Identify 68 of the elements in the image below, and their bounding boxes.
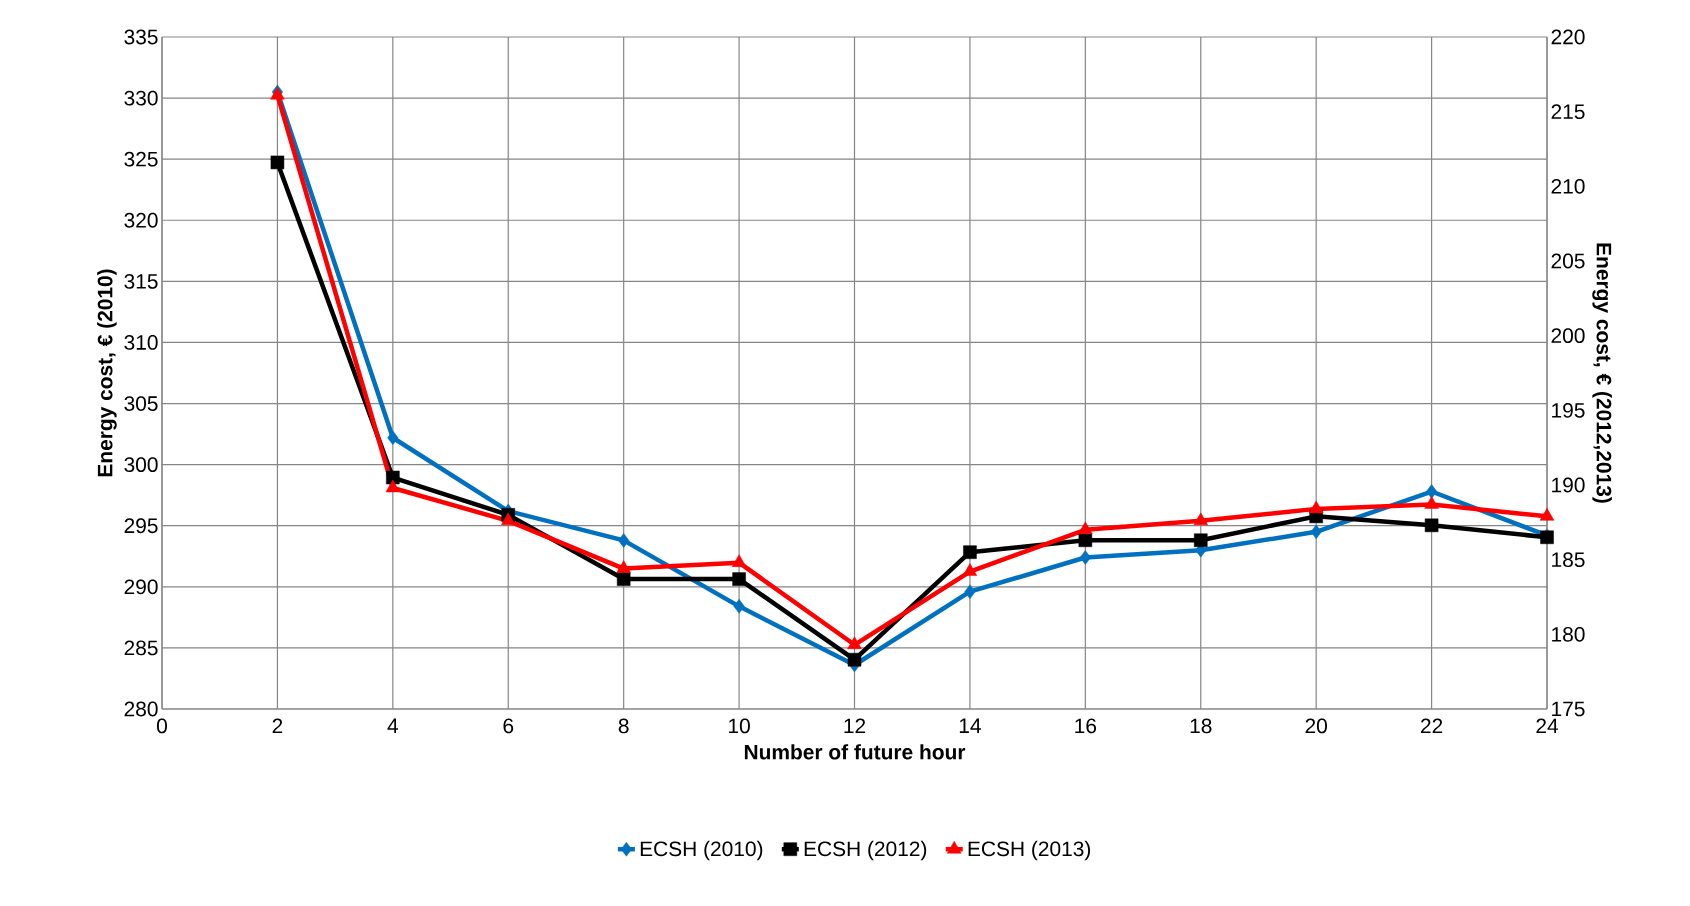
point	[1193, 512, 1208, 526]
y-tick-label: 280	[124, 701, 158, 717]
x-tick-label: 20	[1305, 718, 1327, 734]
point	[962, 563, 978, 576]
y-tick-label: 320	[124, 212, 158, 228]
y2-tick-label: 185	[1552, 552, 1585, 568]
x-tick-label: 14	[959, 718, 981, 733]
point	[847, 652, 862, 667]
y-axis-title: Energy cost, € (2010)	[97, 269, 117, 477]
y2-tick-label: 175	[1552, 701, 1585, 717]
y-tick-label: 310	[124, 335, 158, 350]
point	[1424, 496, 1439, 509]
y2-tick-label: 205	[1551, 253, 1585, 269]
point	[1078, 521, 1093, 535]
point	[964, 584, 976, 599]
y2-tick-label: 210	[1551, 178, 1585, 194]
y2-tick-label: 180	[1552, 626, 1585, 642]
point	[732, 572, 746, 586]
legend-label: ECSH (2012)	[804, 840, 927, 861]
x-tick-label: 0	[157, 718, 167, 734]
legend-label: ECSH (2010)	[640, 840, 763, 861]
y2-axis-title: Energy cost, € (2012,2013)	[1592, 243, 1612, 503]
x-tick-label: 4	[387, 718, 399, 733]
x-tick-label: 2	[272, 718, 283, 734]
point	[387, 430, 399, 445]
x-tick-label: 16	[1075, 718, 1097, 734]
y2-tick-label: 220	[1551, 29, 1585, 45]
point	[618, 533, 630, 548]
y-tick-label: 330	[124, 90, 158, 106]
y2-tick-label: 190	[1552, 477, 1585, 493]
point	[270, 155, 285, 170]
y-tick-label: 315	[124, 273, 158, 289]
point	[386, 470, 400, 485]
point	[731, 554, 747, 567]
point	[385, 479, 401, 493]
point	[1310, 524, 1322, 540]
point	[963, 545, 977, 559]
x-axis-title: Number of future hour	[744, 744, 966, 760]
point	[616, 572, 631, 586]
y-tick-label: 335	[124, 29, 158, 45]
point	[501, 512, 516, 526]
y-tick-label: 305	[124, 396, 158, 411]
x-tick-label: 10	[729, 718, 750, 734]
point	[1539, 508, 1555, 521]
point	[733, 599, 745, 614]
x-tick-label: 18	[1190, 718, 1212, 734]
y2-tick-label: 195	[1552, 402, 1585, 418]
y-tick-label: 295	[124, 518, 158, 534]
y-tick-label: 290	[124, 579, 158, 595]
y-tick-label: 325	[124, 151, 158, 167]
point	[1079, 550, 1091, 565]
y2-tick-label: 215	[1551, 104, 1585, 120]
point	[1309, 500, 1324, 514]
x-tick-label: 24	[1536, 718, 1559, 734]
point	[1194, 533, 1208, 547]
point	[616, 560, 631, 573]
point	[847, 636, 862, 650]
x-tick-label: 8	[618, 718, 629, 734]
y-tick-label: 285	[124, 640, 158, 656]
y-tick-label: 300	[124, 457, 158, 473]
x-tick-label: 6	[503, 718, 514, 734]
x-tick-label: 12	[844, 718, 866, 734]
point	[1424, 518, 1439, 533]
point	[1078, 533, 1093, 547]
legend-label: ECSH (2013)	[968, 840, 1091, 861]
x-tick-label: 22	[1421, 718, 1443, 734]
y2-tick-label: 200	[1551, 328, 1585, 344]
point	[1426, 484, 1438, 499]
